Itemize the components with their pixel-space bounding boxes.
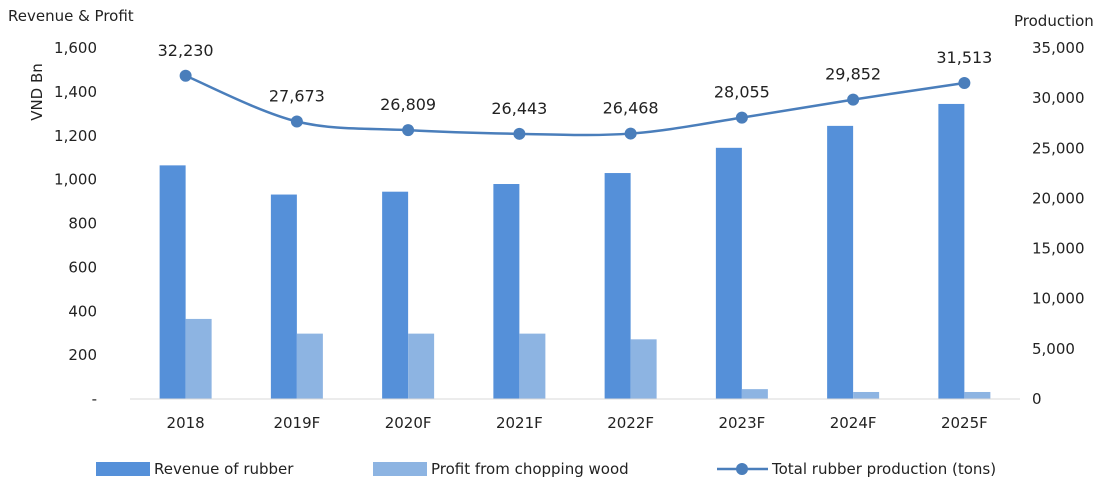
production-marker (513, 127, 526, 140)
production-data-label: 29,852 (825, 65, 881, 84)
x-axis-categories: 2018 2019F 2020F 2021F 2022F 2023F 2024F 2025F (167, 414, 988, 432)
production-data-label: 26,443 (491, 99, 547, 118)
right-axis-ticks: 0 5,000 10,000 15,000 20,000 25,000 30,000 35,0… (1032, 39, 1085, 408)
left-tick-label: 1,400 (54, 83, 97, 101)
left-tick-label: 800 (68, 215, 97, 233)
right-tick-label: 15,000 (1032, 240, 1085, 258)
left-tick-label: 200 (68, 346, 97, 364)
x-category-label: 2019F (273, 414, 320, 432)
revenue-bar (159, 165, 186, 399)
right-tick-label: 30,000 (1032, 89, 1085, 107)
x-category-label: 2020F (385, 414, 432, 432)
left-tick-label: - (92, 390, 97, 408)
production-data-label: 31,513 (936, 48, 992, 67)
production-data-label: 26,468 (603, 99, 659, 118)
left-tick-label: 1,200 (54, 127, 97, 145)
left-tick-label: 400 (68, 302, 97, 320)
left-axis-label: VND Bn (28, 63, 46, 121)
production-marker (735, 111, 748, 124)
x-category-label: 2023F (718, 414, 765, 432)
production-marker (290, 115, 303, 128)
right-tick-label: 20,000 (1032, 189, 1085, 207)
x-category-label: 2021F (496, 414, 543, 432)
legend-swatch-revenue (96, 462, 150, 476)
revenue-bar (827, 125, 854, 400)
production-data-label: 32,230 (158, 41, 214, 60)
legend-label-revenue: Revenue of rubber (154, 460, 294, 478)
production-line (179, 69, 971, 140)
revenue-bar (715, 147, 742, 399)
revenue-bar (493, 184, 520, 399)
profit-bar (296, 333, 323, 399)
production-marker (958, 76, 971, 89)
production-data-label: 27,673 (269, 86, 325, 105)
right-axis-title: Production (1014, 12, 1094, 30)
revenue-bar (382, 191, 409, 399)
right-tick-label: 35,000 (1032, 39, 1085, 57)
legend-swatch-production-marker (736, 463, 748, 475)
right-tick-label: 10,000 (1032, 290, 1085, 308)
revenue-bar (604, 173, 631, 399)
production-data-label: 26,809 (380, 95, 436, 114)
profit-bar (185, 318, 212, 399)
production-marker (179, 69, 192, 82)
revenue-bar (270, 194, 297, 399)
x-category-label: 2025F (941, 414, 988, 432)
right-tick-label: 0 (1032, 390, 1042, 408)
profit-bar (853, 391, 880, 399)
revenue-bar (938, 103, 965, 400)
left-axis-ticks: - 200 400 600 800 1,000 1,200 1,400 1,600 (54, 39, 97, 408)
production-line-path (185, 74, 965, 137)
x-category-label: 2022F (607, 414, 654, 432)
production-marker (847, 93, 860, 106)
profit-bar (741, 389, 768, 399)
left-tick-label: 1,000 (54, 171, 97, 189)
profit-bar (519, 333, 546, 399)
right-tick-label: 25,000 (1032, 139, 1085, 157)
legend-swatch-profit (373, 462, 427, 476)
left-tick-label: 600 (68, 258, 97, 276)
x-category-label: 2018 (167, 414, 205, 432)
left-tick-label: 1,600 (54, 39, 97, 57)
bars (159, 103, 991, 400)
legend-label-profit: Profit from chopping wood (431, 460, 629, 478)
profit-bar (964, 391, 991, 399)
profit-bar (408, 333, 435, 399)
profit-bar (630, 339, 657, 399)
x-category-label: 2024F (830, 414, 877, 432)
production-marker (624, 127, 637, 140)
production-marker (402, 124, 415, 137)
legend-label-production: Total rubber production (tons) (771, 460, 996, 478)
legend: Revenue of rubber Profit from chopping wo… (96, 460, 996, 478)
right-tick-label: 5,000 (1032, 340, 1075, 358)
production-data-label: 28,055 (714, 83, 770, 102)
left-axis-title: Revenue & Profit (8, 7, 134, 25)
production-labels: 32,230 27,673 26,809 26,443 26,468 28,055 29,8… (158, 41, 993, 118)
